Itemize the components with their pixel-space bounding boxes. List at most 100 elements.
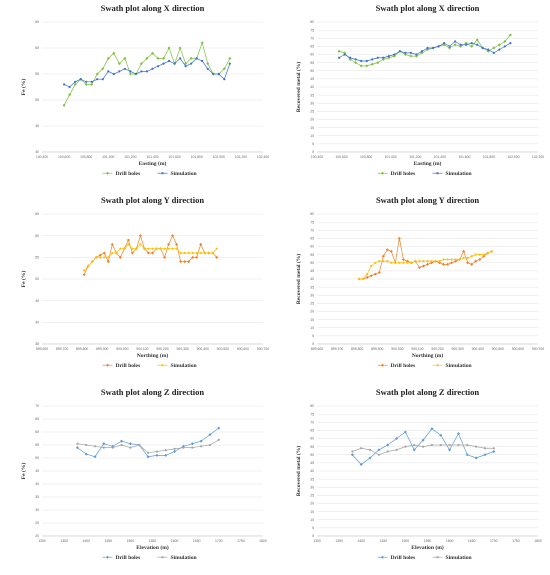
x-tick-label: 1450 [105, 539, 113, 543]
y-tick-label: 50 [310, 69, 314, 73]
x-tick-label: 102,000 [507, 155, 519, 159]
legend-label: Simulation [171, 555, 198, 561]
data-point [470, 255, 473, 258]
data-point [179, 260, 183, 264]
x-axis-label: Elevation (m) [136, 544, 169, 551]
y-tick-label: 35 [310, 93, 314, 97]
data-point [454, 40, 457, 43]
data-point [483, 453, 487, 457]
y-tick-label: 75 [310, 28, 314, 32]
legend-label: Drill holes [116, 171, 142, 177]
x-tick-label: 1550 [149, 539, 157, 543]
data-point [497, 43, 501, 47]
x-tick-label: 900,400 [472, 347, 484, 351]
data-point [115, 251, 118, 255]
chart-svg: Swath plot along Z direction 20 25 30 35 40 45… [20, 387, 267, 561]
data-point [93, 445, 97, 448]
y-tick-label: 65 [310, 237, 314, 241]
data-point [75, 446, 79, 450]
data-point [68, 93, 72, 97]
data-point [184, 65, 187, 68]
data-point [481, 46, 484, 50]
y-tick-label: 50 [35, 456, 39, 460]
data-point [377, 453, 380, 456]
x-tick-label: 899,900 [371, 347, 383, 351]
data-point [420, 50, 424, 53]
data-point [118, 255, 122, 259]
data-point [167, 46, 171, 50]
chart-panel-fe-z: Swath plot along Z direction 20 25 30 35 40 45… [0, 384, 275, 575]
data-point [465, 43, 468, 46]
y-tick-label: 20 [310, 502, 314, 506]
legend-swatch-marker [436, 556, 439, 559]
y-tick-label: 60 [35, 430, 39, 434]
legend-label: Simulation [446, 171, 473, 177]
x-tick-label: 102,000 [213, 155, 225, 159]
x-tick-label: 101,400 [434, 155, 446, 159]
data-point [386, 450, 389, 453]
data-point [82, 273, 86, 277]
data-point [200, 41, 204, 45]
x-tick-label: 900,100 [136, 347, 148, 351]
data-point [201, 59, 204, 63]
y-tick-label: 0 [312, 342, 314, 346]
data-point [163, 255, 167, 259]
data-point [228, 56, 232, 60]
x-tick-label: 100,400 [36, 155, 48, 159]
data-point [474, 259, 478, 263]
data-point [374, 261, 377, 264]
y-tick-label: 40 [35, 150, 39, 154]
x-tick-label: 900,600 [512, 347, 524, 351]
data-point [184, 62, 188, 66]
data-point [397, 236, 401, 240]
data-point [453, 43, 457, 47]
chart-title: Swath plot along Y direction [101, 195, 204, 205]
data-point [448, 448, 452, 452]
x-tick-label: 1350 [60, 539, 68, 543]
y-tick-label: 35 [310, 477, 314, 481]
y-tick-label: 35 [35, 495, 39, 499]
data-point [208, 433, 212, 437]
y-tick-label: 70 [310, 36, 314, 40]
data-point [350, 453, 354, 457]
data-point [106, 260, 110, 264]
data-point [179, 57, 182, 60]
legend-label: Simulation [171, 171, 198, 177]
data-point [223, 78, 226, 81]
y-tick-label: 60 [35, 234, 39, 238]
x-tick-label: 900,600 [237, 347, 249, 351]
data-point [102, 251, 106, 255]
data-point [390, 261, 393, 264]
data-point [462, 256, 465, 259]
data-point [442, 262, 446, 266]
data-point [103, 256, 106, 259]
series-line [77, 439, 219, 454]
data-point [381, 254, 385, 258]
y-tick-label: 70 [310, 420, 314, 424]
data-point [442, 42, 446, 45]
data-point [183, 260, 187, 264]
x-tick-label: 100,600 [58, 155, 70, 159]
y-tick-label: 20 [35, 534, 39, 538]
data-point [450, 258, 453, 261]
data-point [101, 78, 104, 81]
data-point [63, 83, 66, 86]
data-point [129, 70, 132, 73]
data-point [359, 64, 363, 68]
data-point [74, 80, 77, 83]
data-point [199, 251, 202, 255]
data-point [370, 264, 373, 268]
y-tick-label: 20 [310, 118, 314, 122]
x-tick-label: 900,500 [217, 347, 229, 351]
data-point [420, 51, 424, 55]
data-point [439, 433, 443, 437]
data-point [96, 78, 99, 81]
data-point [446, 262, 450, 266]
x-tick-label: 101,000 [385, 155, 397, 159]
x-tick-label: 900,200 [156, 347, 168, 351]
data-point [482, 253, 485, 256]
data-point [442, 258, 445, 261]
data-point [464, 41, 468, 45]
data-point [138, 443, 141, 447]
legend-swatch-marker [106, 363, 109, 367]
